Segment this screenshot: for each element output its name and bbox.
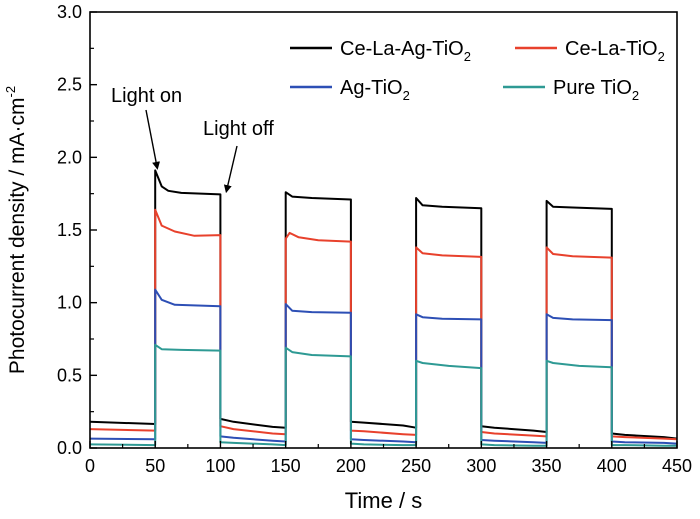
x-tick-label: 50	[145, 456, 165, 476]
x-tick-label: 150	[271, 456, 301, 476]
x-tick-label: 100	[205, 456, 235, 476]
y-tick-label: 3.0	[57, 2, 82, 22]
x-tick-label: 400	[597, 456, 627, 476]
y-tick-label: 1.5	[57, 220, 82, 240]
annotation-label: Light off	[203, 118, 274, 140]
x-tick-label: 200	[336, 456, 366, 476]
axis-ticks: 0 50 100 150 200 250 300 350 400 450 0.0 0.5 1.0 1.5 2…	[57, 2, 692, 476]
y-axis-label: Photocurrent density / mA·cm-2	[3, 86, 29, 374]
annotation-arrow	[223, 145, 238, 194]
x-tick-label: 0	[85, 456, 95, 476]
legend-label: Ce-La-Ag-TiO2	[340, 38, 471, 64]
y-tick-label: 0.5	[57, 365, 82, 385]
y-tick-label: 0.0	[57, 438, 82, 458]
x-tick-label: 450	[662, 456, 692, 476]
legend: Ce-La-Ag-TiO2 Ce-La-TiO2 Ag-TiO2 Pure TiO2	[290, 38, 665, 103]
annotation-arrow	[145, 109, 161, 170]
series-line-3	[89, 343, 677, 447]
annotation-label: Light on	[111, 85, 182, 107]
x-tick-label: 350	[532, 456, 562, 476]
x-tick-label: 250	[401, 456, 431, 476]
series-line-0	[89, 169, 678, 440]
x-axis-label: Time / s	[345, 488, 422, 513]
y-tick-label: 2.5	[57, 75, 82, 95]
series-layer	[89, 169, 678, 447]
y-tick-label: 1.0	[57, 293, 82, 313]
legend-label: Ag-TiO2	[340, 77, 410, 103]
y-tick-label: 2.0	[57, 147, 82, 167]
annotations: Light on Light off	[111, 85, 274, 194]
series-line-1	[89, 208, 678, 441]
axis-labels: Time / s Photocurrent density / mA·cm-2	[3, 86, 422, 513]
legend-label: Pure TiO2	[553, 77, 639, 103]
x-tick-label: 300	[466, 456, 496, 476]
legend-label: Ce-La-TiO2	[565, 38, 665, 64]
